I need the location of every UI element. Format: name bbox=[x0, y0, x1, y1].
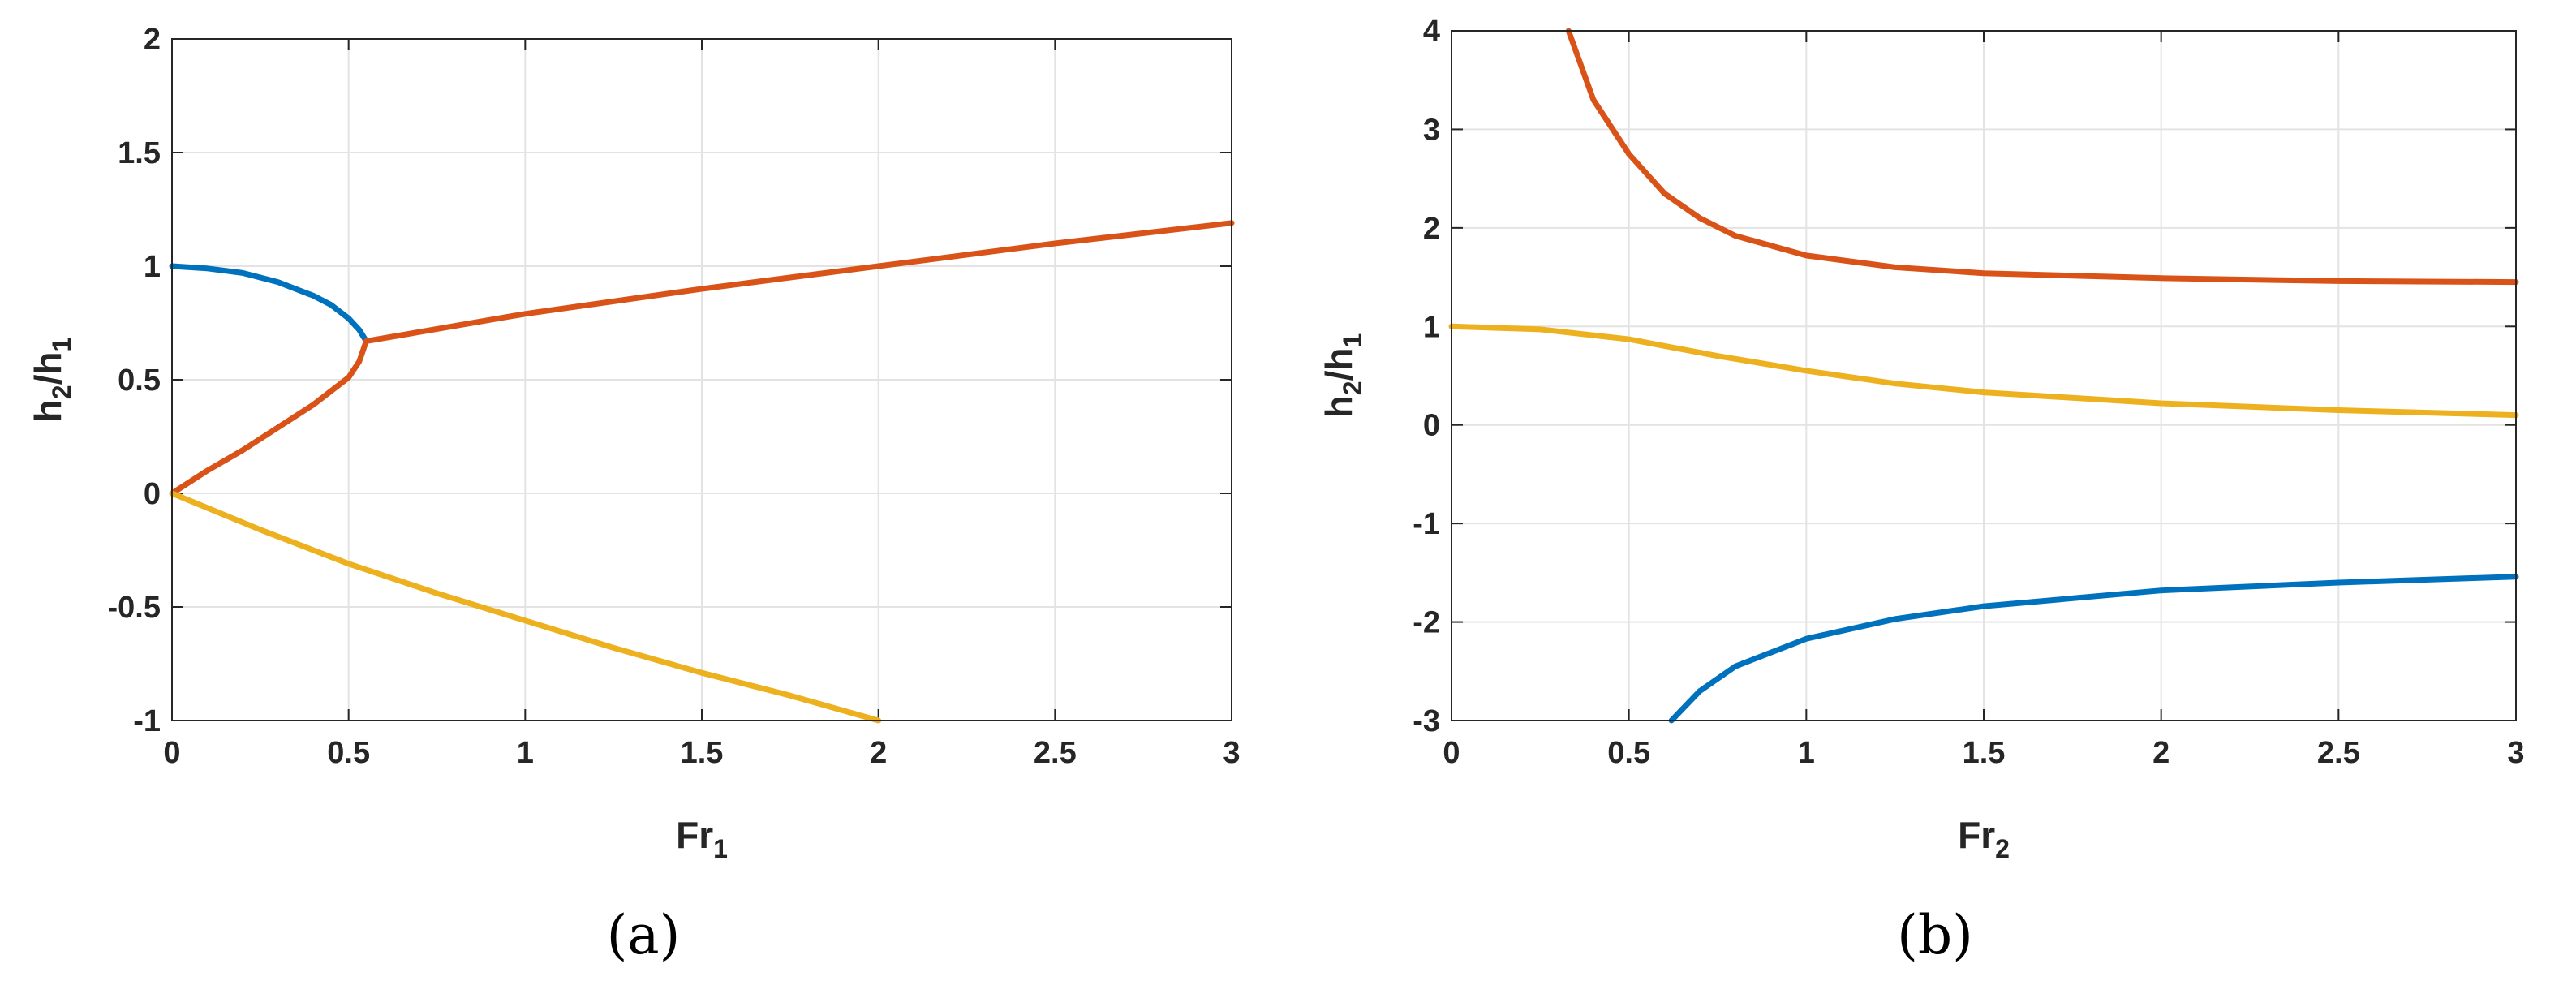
x-tick-label: 0 bbox=[163, 736, 180, 770]
chart-b: 0 0.5 1 1.5 2 2.5 3 -3 -2 -1 0 1 2 3 4 Fr2 h2/h1 (b) bbox=[1318, 15, 2525, 966]
grid-b bbox=[1451, 30, 2517, 721]
grid-a bbox=[171, 38, 1232, 721]
x-axis-label-a: Fr1 bbox=[676, 814, 728, 863]
x-tick-label: 3 bbox=[2507, 736, 2524, 770]
y-tick-label: 0 bbox=[144, 477, 161, 511]
y-tick-label: 1 bbox=[1423, 310, 1440, 344]
series-a bbox=[169, 220, 1235, 724]
x-tick-label: 3 bbox=[1223, 736, 1240, 770]
plot-frame-b bbox=[1451, 30, 2517, 721]
y-axis-label-a: h2/h1 bbox=[27, 338, 76, 423]
x-tick-label: 1.5 bbox=[1963, 736, 2006, 770]
x-tick-label: 0.5 bbox=[1607, 736, 1650, 770]
chart-a: 0 0.5 1 1.5 2 2.5 3 -1 -0.5 0 0.5 1 1.5 2 Fr1 h2/h1 (… bbox=[27, 23, 1241, 966]
y-tick-label: -1 bbox=[1413, 507, 1440, 541]
y-tick-label: -3 bbox=[1413, 704, 1440, 738]
series-line-b-0 bbox=[1565, 28, 2519, 286]
x-tick-label: 2 bbox=[870, 736, 887, 770]
x-tick-label: 2 bbox=[2152, 736, 2170, 770]
series-line-b-1 bbox=[1448, 323, 2519, 419]
y-tick-label: 1 bbox=[144, 250, 161, 284]
y-axis-label-b: h2/h1 bbox=[1318, 333, 1367, 419]
series-b bbox=[1448, 28, 2519, 724]
panel-a: 0 0.5 1 1.5 2 2.5 3 -1 -0.5 0 0.5 1 1.5 2 Fr1 h2/h1 (… bbox=[27, 23, 1241, 966]
series-line-a-0 bbox=[169, 263, 369, 344]
ticks-b: 0 0.5 1 1.5 2 2.5 3 -3 -2 -1 0 1 2 3 4 bbox=[1413, 15, 2524, 770]
y-tick-label: -0.5 bbox=[108, 591, 161, 625]
x-tick-label: 0 bbox=[1443, 736, 1460, 770]
panel-caption-b: (b) bbox=[1897, 904, 1973, 966]
y-tick-label: 3 bbox=[1423, 113, 1440, 147]
x-tick-label: 1.5 bbox=[681, 736, 724, 770]
y-tick-label: 4 bbox=[1423, 15, 1440, 49]
series-line-a-1 bbox=[169, 220, 1235, 497]
y-tick-label: 2 bbox=[144, 23, 161, 57]
y-tick-label: 1.5 bbox=[118, 136, 161, 170]
panel-b: 0 0.5 1 1.5 2 2.5 3 -3 -2 -1 0 1 2 3 4 Fr2 h2/h1 (b) bbox=[1288, 0, 2576, 981]
x-tick-label: 0.5 bbox=[327, 736, 370, 770]
x-tick-label: 2.5 bbox=[2317, 736, 2360, 770]
x-tick-label: 1 bbox=[1798, 736, 1815, 770]
x-tick-label: 2.5 bbox=[1034, 736, 1077, 770]
plot-frame-a bbox=[171, 38, 1232, 721]
y-tick-label: -2 bbox=[1413, 606, 1440, 640]
series-line-b-2 bbox=[1668, 574, 2519, 724]
panel-caption-a: (a) bbox=[607, 904, 681, 966]
y-tick-label: 0 bbox=[1423, 409, 1440, 443]
series-line-a-2 bbox=[169, 490, 882, 724]
x-tick-label: 1 bbox=[517, 736, 534, 770]
y-tick-label: 2 bbox=[1423, 212, 1440, 246]
y-tick-label: 0.5 bbox=[118, 364, 161, 398]
x-axis-label-b: Fr2 bbox=[1958, 814, 2010, 863]
ticks-a: 0 0.5 1 1.5 2 2.5 3 -1 -0.5 0 0.5 1 1.5 2 bbox=[108, 23, 1241, 770]
y-tick-label: -1 bbox=[133, 704, 161, 738]
